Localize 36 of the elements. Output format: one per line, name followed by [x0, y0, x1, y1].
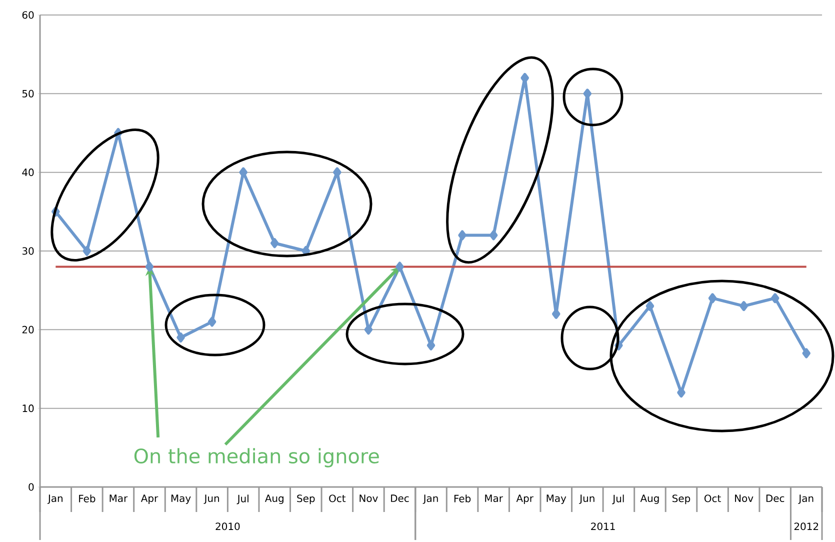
- x-tick-label: Mar: [110, 494, 128, 502]
- annotation: On the median so ignore: [134, 448, 379, 468]
- x-tick-label: Mar: [485, 494, 503, 502]
- x-tick-label: Nov: [735, 494, 754, 502]
- x-tick-label: Oct: [704, 494, 721, 502]
- y-tick-label: 30: [22, 247, 34, 255]
- text: 2011: [591, 522, 615, 530]
- y-tick-label: 60: [22, 11, 34, 19]
- x-tick-label: May: [546, 494, 566, 504]
- y-tick-label: 20: [22, 326, 34, 334]
- x-tick-label: Apr: [516, 494, 534, 504]
- x-tick-label: Sep: [672, 494, 690, 504]
- x-tick-label: Nov: [360, 494, 378, 502]
- x-tick-label: Aug: [264, 494, 284, 504]
- x-tick-label: Jul: [236, 494, 248, 504]
- x-tick-label: Jul: [612, 494, 624, 504]
- x-tick-label: Jan: [47, 494, 62, 504]
- y-tick-label: 50: [22, 90, 34, 98]
- text: 2012: [794, 522, 818, 530]
- x-tick-label: May: [171, 494, 191, 504]
- x-tick-label: Sep: [297, 494, 315, 504]
- x-tick-label: Aug: [640, 494, 659, 504]
- x-tick-label: Feb: [454, 494, 471, 502]
- x-tick-label: Apr: [140, 494, 158, 504]
- text: 2010: [216, 522, 240, 530]
- x-tick-label: Jun: [204, 494, 219, 504]
- x-tick-label: Jan: [422, 494, 438, 504]
- x-tick-label: Jun: [579, 494, 594, 504]
- x-tick-label: Jan: [798, 494, 814, 504]
- x-tick-label: Feb: [79, 494, 96, 502]
- y-tick-label: 10: [22, 404, 34, 412]
- x-tick-label: Oct: [329, 494, 346, 502]
- x-tick-label: Dec: [766, 494, 784, 502]
- y-tick-label: 40: [22, 168, 34, 176]
- y-tick-label: 0: [28, 483, 34, 491]
- x-tick-label: Dec: [391, 494, 409, 502]
